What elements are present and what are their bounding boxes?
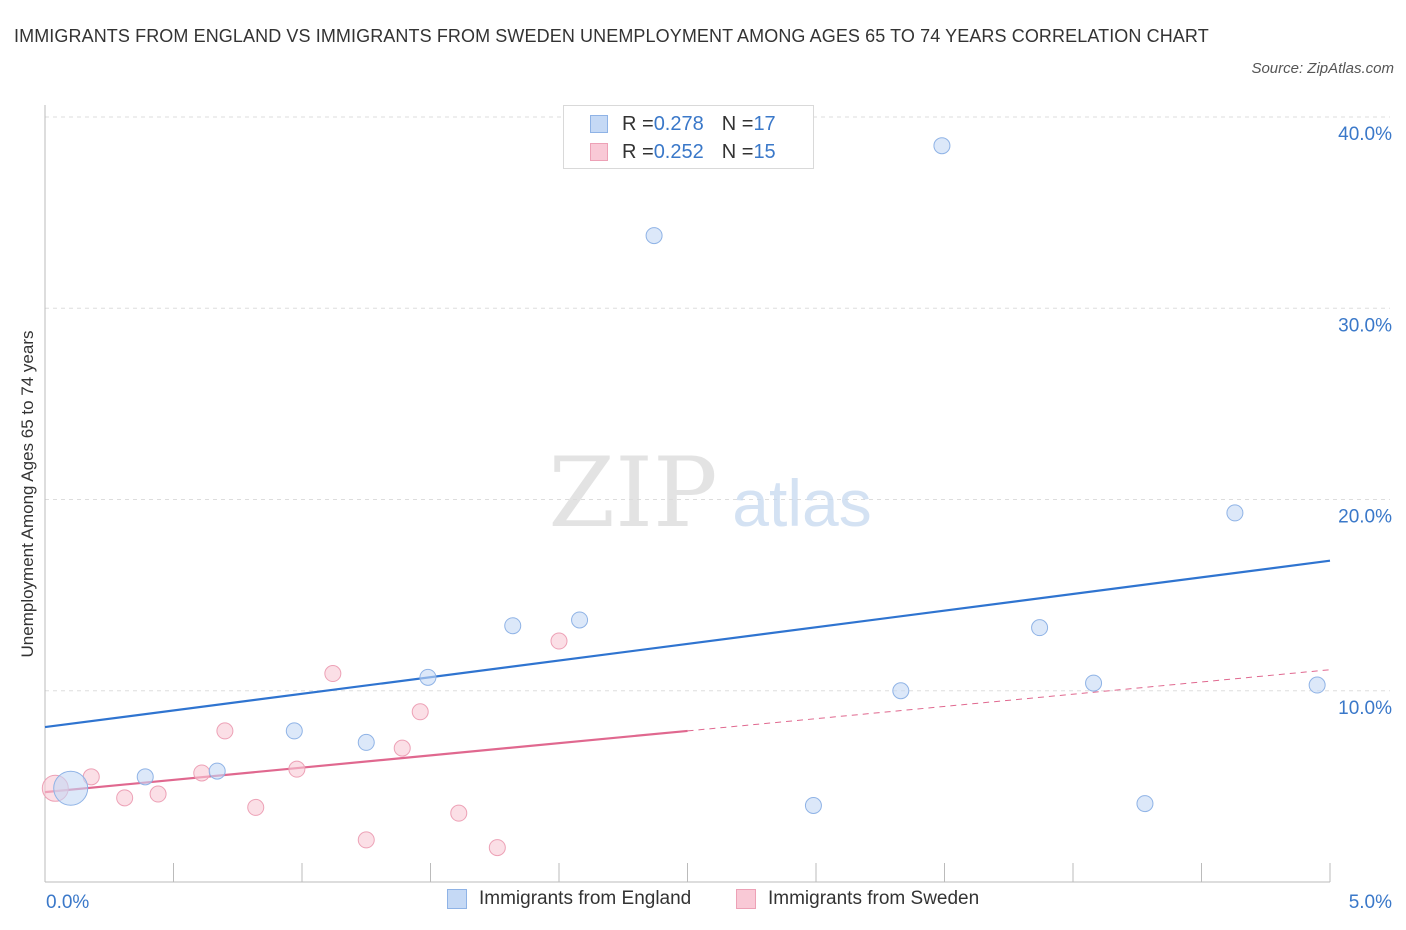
sweden-point — [488, 839, 506, 857]
england-n-value: 17 — [753, 112, 776, 135]
points-layer — [41, 137, 1326, 857]
legend-item-england[interactable]: Immigrants from England — [447, 888, 691, 910]
england-point — [53, 770, 89, 806]
y-tick-label: 40.0% — [1338, 124, 1392, 145]
chart-source: Source: ZipAtlas.com — [1251, 60, 1394, 77]
trend-layer — [44, 559, 1331, 794]
england-point — [136, 768, 154, 786]
england-point — [1085, 674, 1103, 692]
sweden-r-label: R = — [622, 140, 654, 163]
sweden-legend-swatch — [736, 889, 756, 909]
sweden-point — [550, 632, 568, 650]
watermark-zip: ZIP — [548, 437, 717, 549]
sweden-n-value: 15 — [753, 140, 776, 163]
england-point — [504, 617, 522, 635]
sweden-point — [324, 665, 342, 683]
england-point — [1308, 676, 1326, 694]
y-tick-label: 10.0% — [1338, 698, 1392, 719]
series-legend: Immigrants from England Immigrants from … — [0, 888, 1406, 916]
england-trend-line — [44, 559, 1331, 729]
england-point — [208, 762, 226, 780]
england-point — [571, 611, 589, 629]
england-point — [892, 682, 910, 700]
sweden-point — [216, 722, 234, 740]
y-tick-label: 20.0% — [1338, 507, 1392, 528]
england-point — [933, 137, 951, 155]
sweden-trend-extension — [687, 669, 1331, 732]
sweden-point — [288, 760, 306, 778]
sweden-point — [411, 703, 429, 721]
tick-label-layer: 10.0% 20.0% 30.0% 40.0% 0.0% 5.0% — [46, 124, 1392, 913]
england-swatch — [590, 115, 608, 133]
sweden-r-value: 0.252 — [653, 140, 704, 163]
england-point — [804, 797, 822, 814]
watermark: ZIP atlas — [548, 437, 871, 549]
england-r-value: 0.278 — [653, 112, 704, 135]
legend-row-england: R = 0.278 N = 17 — [590, 112, 776, 136]
england-point — [1226, 504, 1244, 522]
sweden-swatch — [590, 143, 608, 161]
england-point — [419, 668, 437, 686]
legend-item-sweden[interactable]: Immigrants from Sweden — [736, 888, 979, 910]
watermark-atlas: atlas — [732, 466, 871, 540]
sweden-point — [193, 764, 211, 782]
sweden-trend-line — [44, 729, 688, 794]
sweden-point — [393, 739, 411, 757]
england-point — [1031, 619, 1049, 637]
sweden-legend-label: Immigrants from Sweden — [768, 888, 980, 909]
x-tick-label: 0.0% — [46, 892, 89, 913]
england-point — [357, 733, 375, 751]
england-point — [1136, 795, 1154, 813]
england-r-label: R = — [622, 112, 654, 135]
sweden-point — [247, 798, 265, 816]
sweden-n-label: N = — [721, 140, 754, 163]
sweden-point — [450, 804, 468, 822]
sweden-point — [116, 789, 134, 807]
y-axis-label: Unemployment Among Ages 65 to 74 years — [18, 330, 37, 658]
sweden-point — [357, 831, 375, 849]
y-tick-label: 30.0% — [1338, 315, 1392, 336]
legend-row-sweden: R = 0.252 N = 15 — [590, 140, 776, 164]
england-legend-label: Immigrants from England — [479, 888, 692, 909]
england-legend-swatch — [447, 889, 467, 909]
sweden-point — [149, 785, 167, 803]
england-n-label: N = — [721, 112, 754, 135]
x-tick-label: 5.0% — [1349, 892, 1392, 913]
axis-layer — [44, 105, 1331, 883]
grid-layer — [45, 116, 1390, 692]
england-point — [645, 227, 663, 245]
england-point — [285, 722, 303, 740]
stats-legend: R = 0.278 N = 17 R = 0.252 N = 15 — [563, 105, 814, 169]
chart-title: IMMIGRANTS FROM ENGLAND VS IMMIGRANTS FR… — [14, 26, 1209, 46]
